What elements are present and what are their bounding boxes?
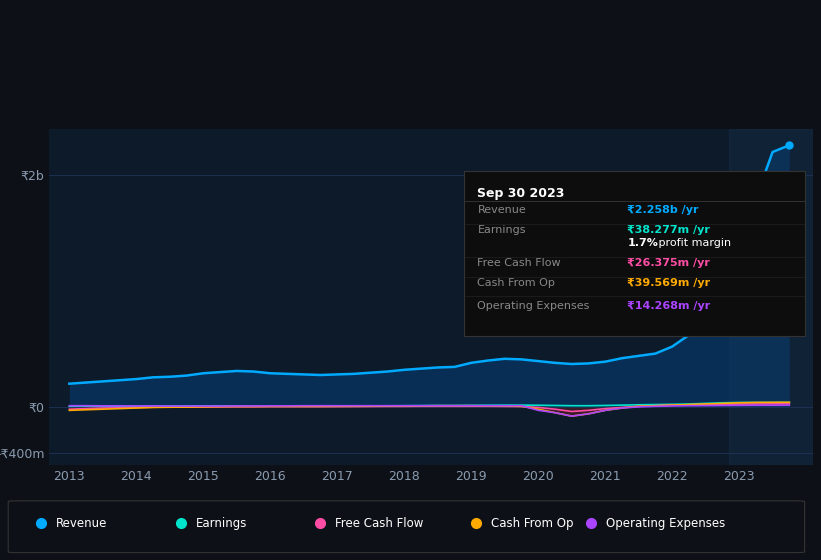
Text: Sep 30 2023: Sep 30 2023: [478, 187, 565, 200]
Text: Free Cash Flow: Free Cash Flow: [478, 258, 561, 268]
Bar: [729, 129, 813, 465]
Text: Cash From Op: Cash From Op: [478, 278, 555, 288]
Text: Cash From Op: Cash From Op: [491, 516, 573, 530]
Text: Operating Expenses: Operating Expenses: [478, 301, 589, 311]
Text: ₹38.277m /yr: ₹38.277m /yr: [627, 225, 710, 235]
Text: ₹2.258b /yr: ₹2.258b /yr: [627, 206, 699, 216]
Text: Earnings: Earnings: [478, 225, 526, 235]
Text: ₹39.569m /yr: ₹39.569m /yr: [627, 278, 710, 288]
Text: Earnings: Earnings: [195, 516, 247, 530]
Text: Free Cash Flow: Free Cash Flow: [335, 516, 424, 530]
Text: Revenue: Revenue: [478, 206, 526, 216]
Text: profit margin: profit margin: [654, 239, 731, 249]
Text: Operating Expenses: Operating Expenses: [606, 516, 725, 530]
Text: ₹26.375m /yr: ₹26.375m /yr: [627, 258, 710, 268]
Text: 1.7%: 1.7%: [627, 239, 658, 249]
Text: Revenue: Revenue: [56, 516, 108, 530]
Text: ₹14.268m /yr: ₹14.268m /yr: [627, 301, 711, 311]
